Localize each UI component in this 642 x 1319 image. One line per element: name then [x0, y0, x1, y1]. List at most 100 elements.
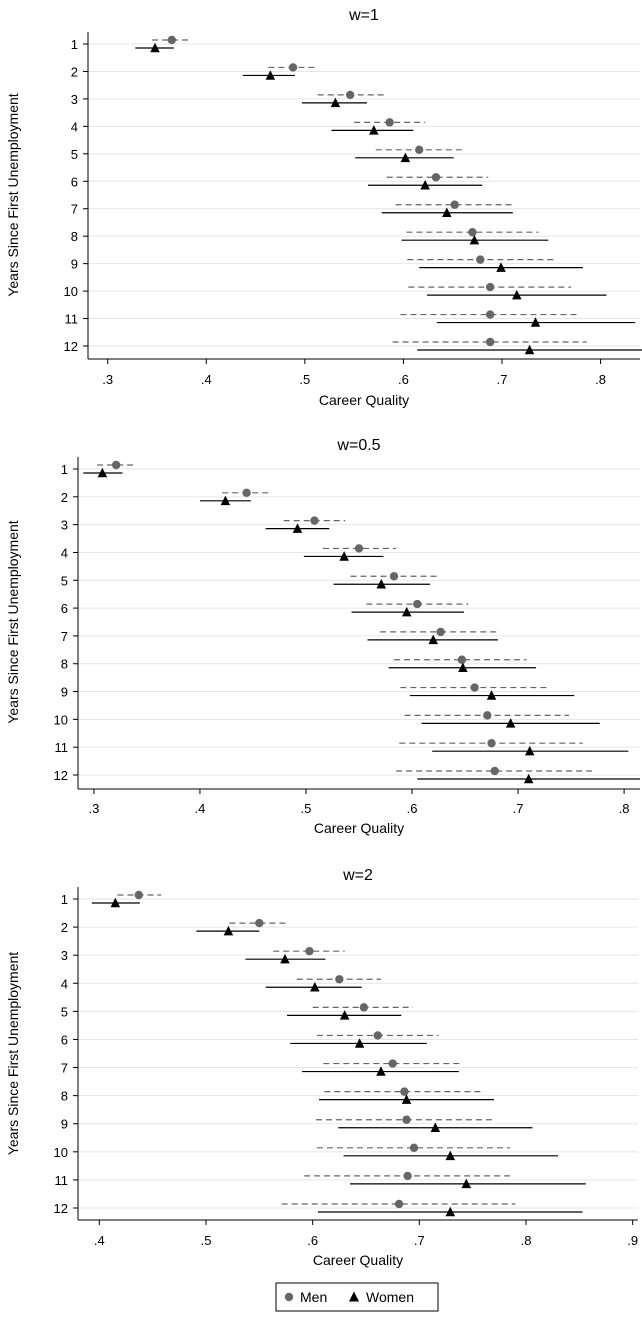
men-point: [394, 1199, 404, 1209]
y-tick-label: 1: [61, 892, 68, 907]
women-point: [376, 1066, 386, 1076]
y-tick-label: 1: [71, 37, 78, 52]
women-point: [458, 662, 468, 672]
women-point: [97, 467, 108, 478]
y-tick-label: 12: [54, 1201, 68, 1216]
women-point: [265, 70, 276, 80]
y-tick-label: 7: [71, 202, 78, 217]
series-women: [135, 42, 642, 355]
men-point: [476, 255, 485, 264]
y-tick-label: 6: [71, 174, 78, 189]
men-point: [335, 975, 344, 984]
women-point: [430, 1122, 441, 1132]
women-point: [220, 495, 231, 506]
men-point: [413, 599, 422, 609]
men-point: [485, 310, 495, 319]
men-point: [409, 1143, 419, 1153]
y-tick-label: 3: [71, 92, 78, 107]
y-tick-label: 4: [61, 545, 68, 560]
y-tick-label: 5: [71, 147, 78, 162]
men-point: [403, 1171, 412, 1181]
men-point: [242, 488, 251, 498]
x-tick-label: .7: [497, 372, 508, 387]
panel-title: w=0.5: [336, 437, 380, 454]
men-point: [485, 337, 495, 347]
women-point: [401, 606, 412, 617]
x-tick-label: .8: [619, 801, 630, 816]
x-tick-label: .4: [201, 372, 212, 387]
y-tick-label: 9: [61, 685, 68, 700]
y-tick-label: 2: [61, 920, 68, 935]
x-tick-label: .7: [414, 1233, 425, 1248]
men-point: [485, 282, 495, 292]
y-tick-label: 10: [54, 1145, 68, 1160]
y-tick-label: 8: [61, 657, 68, 672]
y-tick-label: 5: [61, 573, 68, 588]
x-axis-label: Career Quality: [313, 1252, 403, 1268]
women-point: [292, 523, 303, 533]
y-tick-label: 4: [61, 976, 68, 991]
series-men: [152, 35, 587, 347]
y-tick-label: 8: [61, 1089, 68, 1104]
x-tick-label: .5: [301, 801, 312, 816]
legend: Men Women: [275, 1282, 439, 1312]
men-point: [490, 766, 499, 776]
y-axis-label: Years Since First Unemployment: [5, 520, 21, 723]
y-axis-label: Years Since First Unemployment: [5, 952, 21, 1155]
y-tick-label: 9: [71, 257, 78, 272]
women-point: [512, 289, 522, 300]
men-point: [470, 683, 479, 692]
men-point: [255, 918, 264, 928]
women-point: [428, 634, 438, 645]
series-women: [83, 467, 640, 784]
women-point: [524, 344, 535, 355]
women-point: [310, 982, 320, 992]
x-tick-label: .4: [94, 1233, 105, 1248]
men-point: [346, 90, 355, 100]
women-point: [469, 234, 480, 245]
men-point: [310, 516, 319, 525]
men-point: [487, 738, 496, 748]
men-point: [288, 63, 298, 72]
women-point: [486, 690, 497, 700]
panel-title: w=2: [342, 867, 373, 884]
y-tick-label: 9: [61, 1117, 68, 1132]
y-tick-label: 12: [54, 768, 68, 783]
men-point: [468, 227, 477, 237]
men-point: [373, 1031, 382, 1040]
men-point: [450, 200, 459, 209]
legend-men-marker: [284, 1292, 294, 1302]
men-point: [457, 655, 467, 664]
women-point: [461, 1178, 472, 1189]
men-point: [483, 711, 492, 720]
women-point: [354, 1038, 365, 1048]
x-tick-label: .3: [88, 801, 99, 816]
men-point: [388, 1059, 397, 1068]
y-tick-label: 6: [61, 1032, 68, 1047]
y-tick-label: 12: [64, 339, 78, 354]
x-tick-label: .7: [513, 801, 524, 816]
x-axis-label: Career Quality: [319, 392, 409, 408]
men-point: [400, 1087, 409, 1096]
men-point: [389, 572, 399, 581]
women-point: [420, 180, 430, 190]
men-point: [415, 145, 424, 155]
women-point: [445, 1206, 456, 1217]
y-tick-label: 2: [61, 490, 68, 505]
x-tick-label: .8: [521, 1233, 532, 1248]
x-tick-label: .5: [299, 372, 310, 387]
women-point: [223, 925, 234, 936]
legend-women-marker: [349, 1291, 359, 1302]
men-point: [436, 627, 445, 637]
y-tick-label: 1: [61, 462, 68, 477]
y-tick-label: 7: [61, 629, 68, 644]
x-tick-label: .6: [407, 801, 418, 816]
y-tick-label: 10: [54, 712, 68, 727]
women-point: [150, 42, 160, 53]
y-tick-label: 4: [71, 119, 78, 134]
women-point: [496, 262, 506, 272]
y-tick-label: 6: [61, 601, 68, 616]
